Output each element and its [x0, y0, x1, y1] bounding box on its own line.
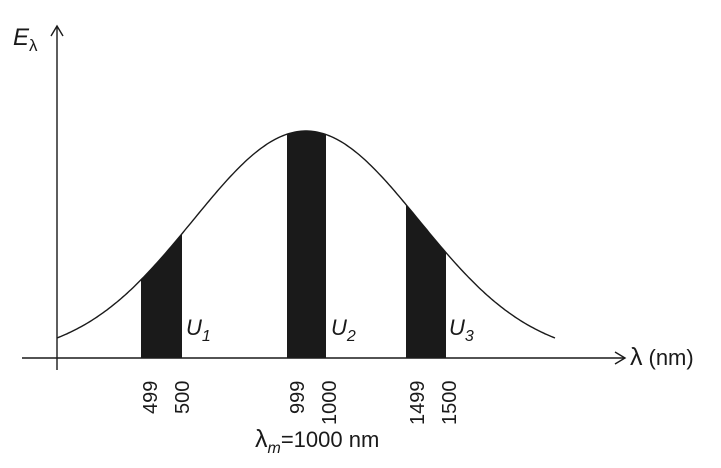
tick-label-1499: 1499	[407, 381, 429, 426]
tick-label-500: 500	[172, 381, 194, 414]
band-fills	[141, 131, 446, 358]
peak-wavelength-note: λm=1000 nm	[255, 425, 379, 457]
tick-label-999: 999	[287, 381, 309, 414]
band-label-u3: U3	[449, 315, 474, 345]
x-axis-arrow	[614, 351, 627, 365]
y-axis-arrow	[50, 24, 64, 37]
band-label-u2: U2	[331, 315, 356, 345]
tick-label-499: 499	[140, 381, 162, 414]
tick-label-1500: 1500	[439, 381, 461, 426]
band-label-u1: U1	[186, 315, 211, 345]
tick-label-1000: 1000	[319, 381, 341, 426]
band-u2-fill	[287, 131, 326, 358]
x-axis-label: λ (nm)	[630, 343, 694, 371]
distribution-curve	[56, 130, 556, 339]
y-axis-label: Eλ	[13, 24, 38, 55]
band-u1-fill	[141, 131, 182, 358]
band-u3-fill	[406, 131, 446, 358]
